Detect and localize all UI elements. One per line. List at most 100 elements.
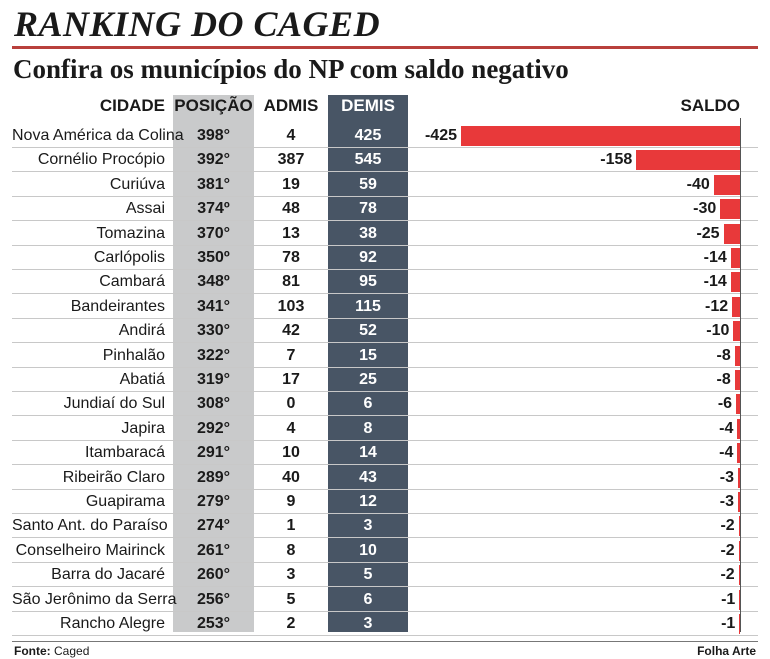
admissions-value: 9 bbox=[286, 493, 296, 510]
row-divider bbox=[12, 147, 758, 148]
table-row: Tomazina 370° 13 38 -25 bbox=[0, 222, 770, 246]
city-name: Itambaracá bbox=[84, 444, 165, 462]
saldo-bar bbox=[734, 345, 740, 366]
ranking-position: 260° bbox=[196, 566, 231, 584]
saldo-bar bbox=[732, 296, 740, 317]
dismissals-value: 14 bbox=[359, 444, 377, 462]
saldo-bar bbox=[738, 540, 740, 561]
table-row: São Jerônimo da Serra 256° 5 6 -1 bbox=[0, 588, 770, 612]
dismissals-value: 8 bbox=[363, 419, 373, 437]
dismissals-value: 5 bbox=[363, 566, 373, 584]
row-divider bbox=[12, 513, 758, 514]
city-name: Japira bbox=[121, 419, 165, 437]
ranking-position: 274° bbox=[196, 517, 231, 535]
saldo-bar bbox=[723, 223, 740, 244]
saldo-bar bbox=[733, 321, 740, 342]
saldo-bar bbox=[737, 418, 740, 439]
saldo-bar bbox=[738, 516, 740, 537]
city-name: Rancho Alegre bbox=[60, 615, 165, 632]
saldo-value: -2 bbox=[720, 541, 735, 559]
saldo-value: -10 bbox=[706, 322, 730, 340]
header-posicao: POSIÇÃO bbox=[174, 96, 253, 115]
admissions-value: 4 bbox=[286, 419, 296, 437]
source-note: Fonte: Caged bbox=[14, 644, 89, 658]
dismissals-value: 3 bbox=[363, 615, 373, 632]
ranking-position: 292° bbox=[196, 419, 231, 437]
table-row: Japira 292° 4 8 -4 bbox=[0, 417, 770, 441]
saldo-value: -1 bbox=[721, 615, 736, 632]
table-row: Andirá 330° 42 52 -10 bbox=[0, 319, 770, 344]
table-row: Carlópolis 350º 78 92 -14 bbox=[0, 246, 770, 270]
saldo-value: -2 bbox=[720, 566, 735, 584]
header-admis: ADMIS bbox=[263, 96, 319, 115]
table-row: Cambará 348º 81 95 -14 bbox=[0, 270, 770, 295]
table-row: Jundiaí do Sul 308° 0 6 -6 bbox=[0, 392, 770, 417]
table-row: Itambaracá 291° 10 14 -4 bbox=[0, 441, 770, 466]
admissions-value: 387 bbox=[277, 151, 305, 169]
saldo-bar bbox=[738, 492, 740, 512]
city-name: Ribeirão Claro bbox=[62, 468, 165, 486]
table-row: Bandeirantes 341° 103 115 -12 bbox=[0, 295, 770, 319]
city-name: Abatiá bbox=[119, 371, 165, 388]
row-divider bbox=[12, 342, 758, 344]
saldo-bar bbox=[739, 614, 741, 634]
city-name: Curiúva bbox=[109, 175, 165, 193]
admissions-value: 78 bbox=[282, 249, 300, 266]
dismissals-value: 10 bbox=[359, 541, 377, 559]
row-divider bbox=[12, 464, 758, 466]
saldo-value: -12 bbox=[704, 297, 729, 315]
chart-title: RANKING DO CAGED bbox=[14, 4, 381, 44]
dismissals-value: 6 bbox=[363, 590, 373, 608]
title-rule bbox=[12, 46, 758, 49]
saldo-value: -4 bbox=[719, 444, 734, 462]
city-name: Jundiaí do Sul bbox=[63, 395, 165, 413]
dismissals-value: 6 bbox=[363, 395, 373, 413]
ranking-position: 330° bbox=[196, 322, 231, 340]
dismissals-value: 25 bbox=[359, 371, 377, 388]
table-row: Curiúva 381° 19 59 -40 bbox=[0, 173, 770, 197]
row-divider bbox=[12, 293, 758, 295]
admissions-value: 8 bbox=[286, 541, 296, 559]
city-name: São Jerônimo da Serra bbox=[12, 590, 177, 608]
admissions-value: 10 bbox=[282, 444, 300, 462]
city-name: Pinhalão bbox=[102, 346, 165, 364]
saldo-value: -14 bbox=[703, 249, 727, 266]
row-divider bbox=[12, 415, 758, 417]
admissions-value: 1 bbox=[286, 517, 296, 535]
saldo-value: -158 bbox=[600, 151, 633, 169]
row-divider bbox=[12, 586, 758, 588]
row-divider bbox=[12, 220, 758, 222]
admissions-value: 40 bbox=[282, 468, 300, 486]
row-divider bbox=[12, 244, 758, 246]
footer-rule bbox=[12, 641, 758, 642]
row-divider bbox=[12, 195, 758, 197]
ranking-position: 291° bbox=[196, 444, 231, 462]
row-divider bbox=[12, 391, 758, 392]
saldo-value: -8 bbox=[716, 346, 731, 364]
saldo-bar bbox=[737, 443, 740, 464]
ranking-position: 322° bbox=[196, 346, 231, 364]
table-row: Assai 374º 48 78 -30 bbox=[0, 197, 770, 222]
admissions-value: 13 bbox=[282, 224, 300, 242]
admissions-value: 2 bbox=[286, 615, 296, 632]
city-name: Cornélio Procópio bbox=[37, 151, 165, 169]
ranking-position: 350º bbox=[197, 249, 230, 266]
city-name: Assai bbox=[125, 200, 165, 218]
header-cidade: CIDADE bbox=[99, 96, 165, 115]
ranking-position: 308° bbox=[196, 395, 231, 413]
saldo-value: -2 bbox=[720, 517, 735, 535]
table-row: Conselheiro Mairinck 261° 8 10 -2 bbox=[0, 539, 770, 563]
admissions-value: 17 bbox=[282, 371, 300, 388]
dismissals-value: 95 bbox=[359, 273, 377, 291]
admissions-value: 42 bbox=[282, 322, 300, 340]
dismissals-value: 115 bbox=[355, 297, 381, 315]
row-divider bbox=[12, 269, 758, 270]
row-divider bbox=[12, 366, 758, 368]
ranking-position: 279° bbox=[196, 493, 231, 510]
saldo-bar bbox=[713, 174, 740, 195]
row-divider bbox=[12, 537, 758, 539]
source-label: Fonte: bbox=[14, 644, 51, 658]
table-row: Nova América da Colina 398° 4 425 -425 bbox=[0, 124, 770, 148]
saldo-bar bbox=[636, 150, 740, 171]
ranking-position: 256° bbox=[196, 590, 231, 608]
